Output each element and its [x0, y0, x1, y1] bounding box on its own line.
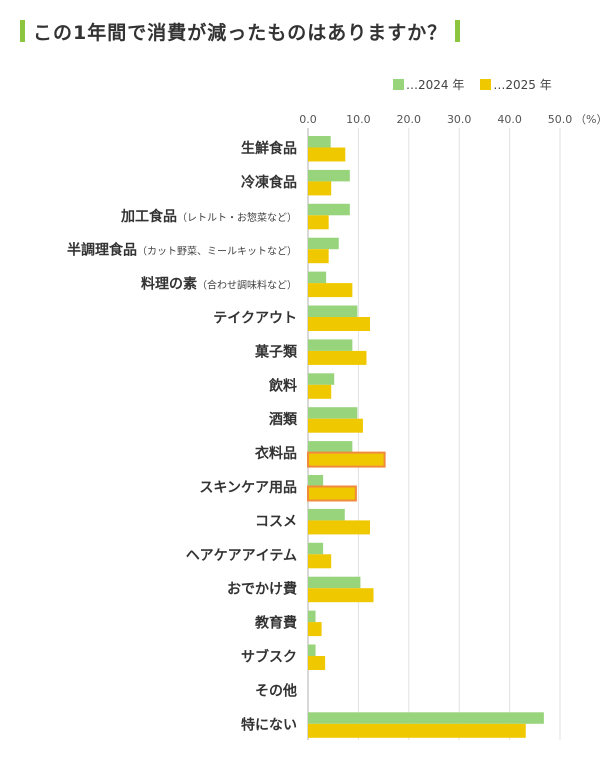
category-label: スキンケア用品 — [199, 480, 297, 496]
category-label: ヘアケアアイテム — [186, 548, 297, 564]
category-label: 冷凍食品 — [241, 174, 297, 191]
bar-2024 — [308, 339, 353, 351]
category-label: 特にない — [241, 716, 297, 733]
legend-label-2024: …2024 年 — [406, 78, 465, 92]
legend: …2024 年 …2025 年 — [393, 76, 568, 93]
x-unit-label: （%） — [575, 113, 607, 126]
bar-2024 — [308, 441, 353, 453]
legend-swatch-2025 — [480, 79, 492, 90]
bar-2024 — [308, 576, 361, 589]
bar-2025 — [308, 384, 332, 399]
category-label: 衣料品 — [255, 445, 297, 462]
bar-2025 — [308, 554, 332, 569]
bar-2024 — [308, 169, 350, 182]
legend-label-2025: …2025 年 — [493, 78, 552, 92]
bar-2024 — [308, 610, 316, 623]
category-label: コスメ — [255, 514, 297, 530]
title-text: この1年間で消費が減ったものはありますか？ — [33, 21, 448, 44]
bar-2025 — [308, 350, 367, 365]
bar-2025 — [308, 181, 332, 196]
category-label: 酒類 — [269, 412, 298, 428]
bar-2025 — [308, 588, 374, 603]
title-accent-left — [20, 20, 25, 42]
category-label: 加工食品（レトルト・お惣菜など） — [120, 208, 297, 225]
x-tick-label: 20.0 — [397, 113, 422, 126]
bar-2025 — [308, 147, 346, 162]
category-label: 菓子類 — [254, 343, 298, 360]
title-accent-right — [455, 20, 461, 42]
category-label: 教育費 — [255, 615, 297, 632]
bar-2025 — [308, 656, 326, 670]
bar-2025 — [308, 723, 526, 738]
bar-2025 — [308, 622, 322, 637]
bar-2025 — [308, 215, 329, 230]
bar-2024 — [308, 644, 316, 656]
category-label: 生鮮食品 — [241, 140, 297, 157]
bar-2024 — [308, 305, 358, 317]
x-tick-label: 30.0 — [447, 113, 472, 126]
bar-2024 — [308, 508, 345, 521]
legend-item-2024: …2024 年 — [393, 76, 464, 93]
x-tick-label: 0.0 — [299, 113, 317, 126]
bar-2025 — [308, 520, 370, 535]
legend-swatch-2024 — [393, 79, 404, 90]
bar-2025 — [307, 451, 386, 468]
bar-2024 — [308, 136, 331, 148]
category-label: その他 — [255, 682, 297, 699]
bar-2025 — [308, 249, 329, 264]
bar-2025 — [308, 317, 370, 331]
bar-2024 — [308, 475, 324, 487]
category-label: サブスク — [241, 649, 297, 666]
x-tick-label: 10.0 — [346, 113, 371, 126]
x-tick-label: 40.0 — [497, 113, 522, 126]
x-tick-label: 50.0 — [548, 113, 573, 126]
category-label: テイクアウト — [213, 311, 297, 327]
chart-title: この1年間で消費が減ったものはありますか？ — [20, 18, 461, 44]
bar-2024 — [308, 237, 339, 250]
category-label: 飲料 — [268, 377, 297, 394]
category-label: おでかけ費 — [227, 581, 297, 598]
bar-2025 — [308, 418, 363, 433]
bar-2025 — [308, 283, 353, 298]
category-label: 半調理食品（カット野菜、ミールキットなど） — [67, 242, 297, 259]
bar-2024 — [308, 712, 544, 724]
bar-2024 — [308, 407, 358, 419]
bar-2025 — [307, 485, 357, 502]
legend-item-2025: …2025 年 — [480, 76, 552, 93]
bar-2024 — [308, 373, 335, 385]
bar-2024 — [308, 271, 327, 284]
bar-2024 — [308, 203, 350, 216]
bar-2024 — [308, 542, 324, 555]
category-label: 料理の素（合わせ調味料など） — [141, 276, 297, 293]
